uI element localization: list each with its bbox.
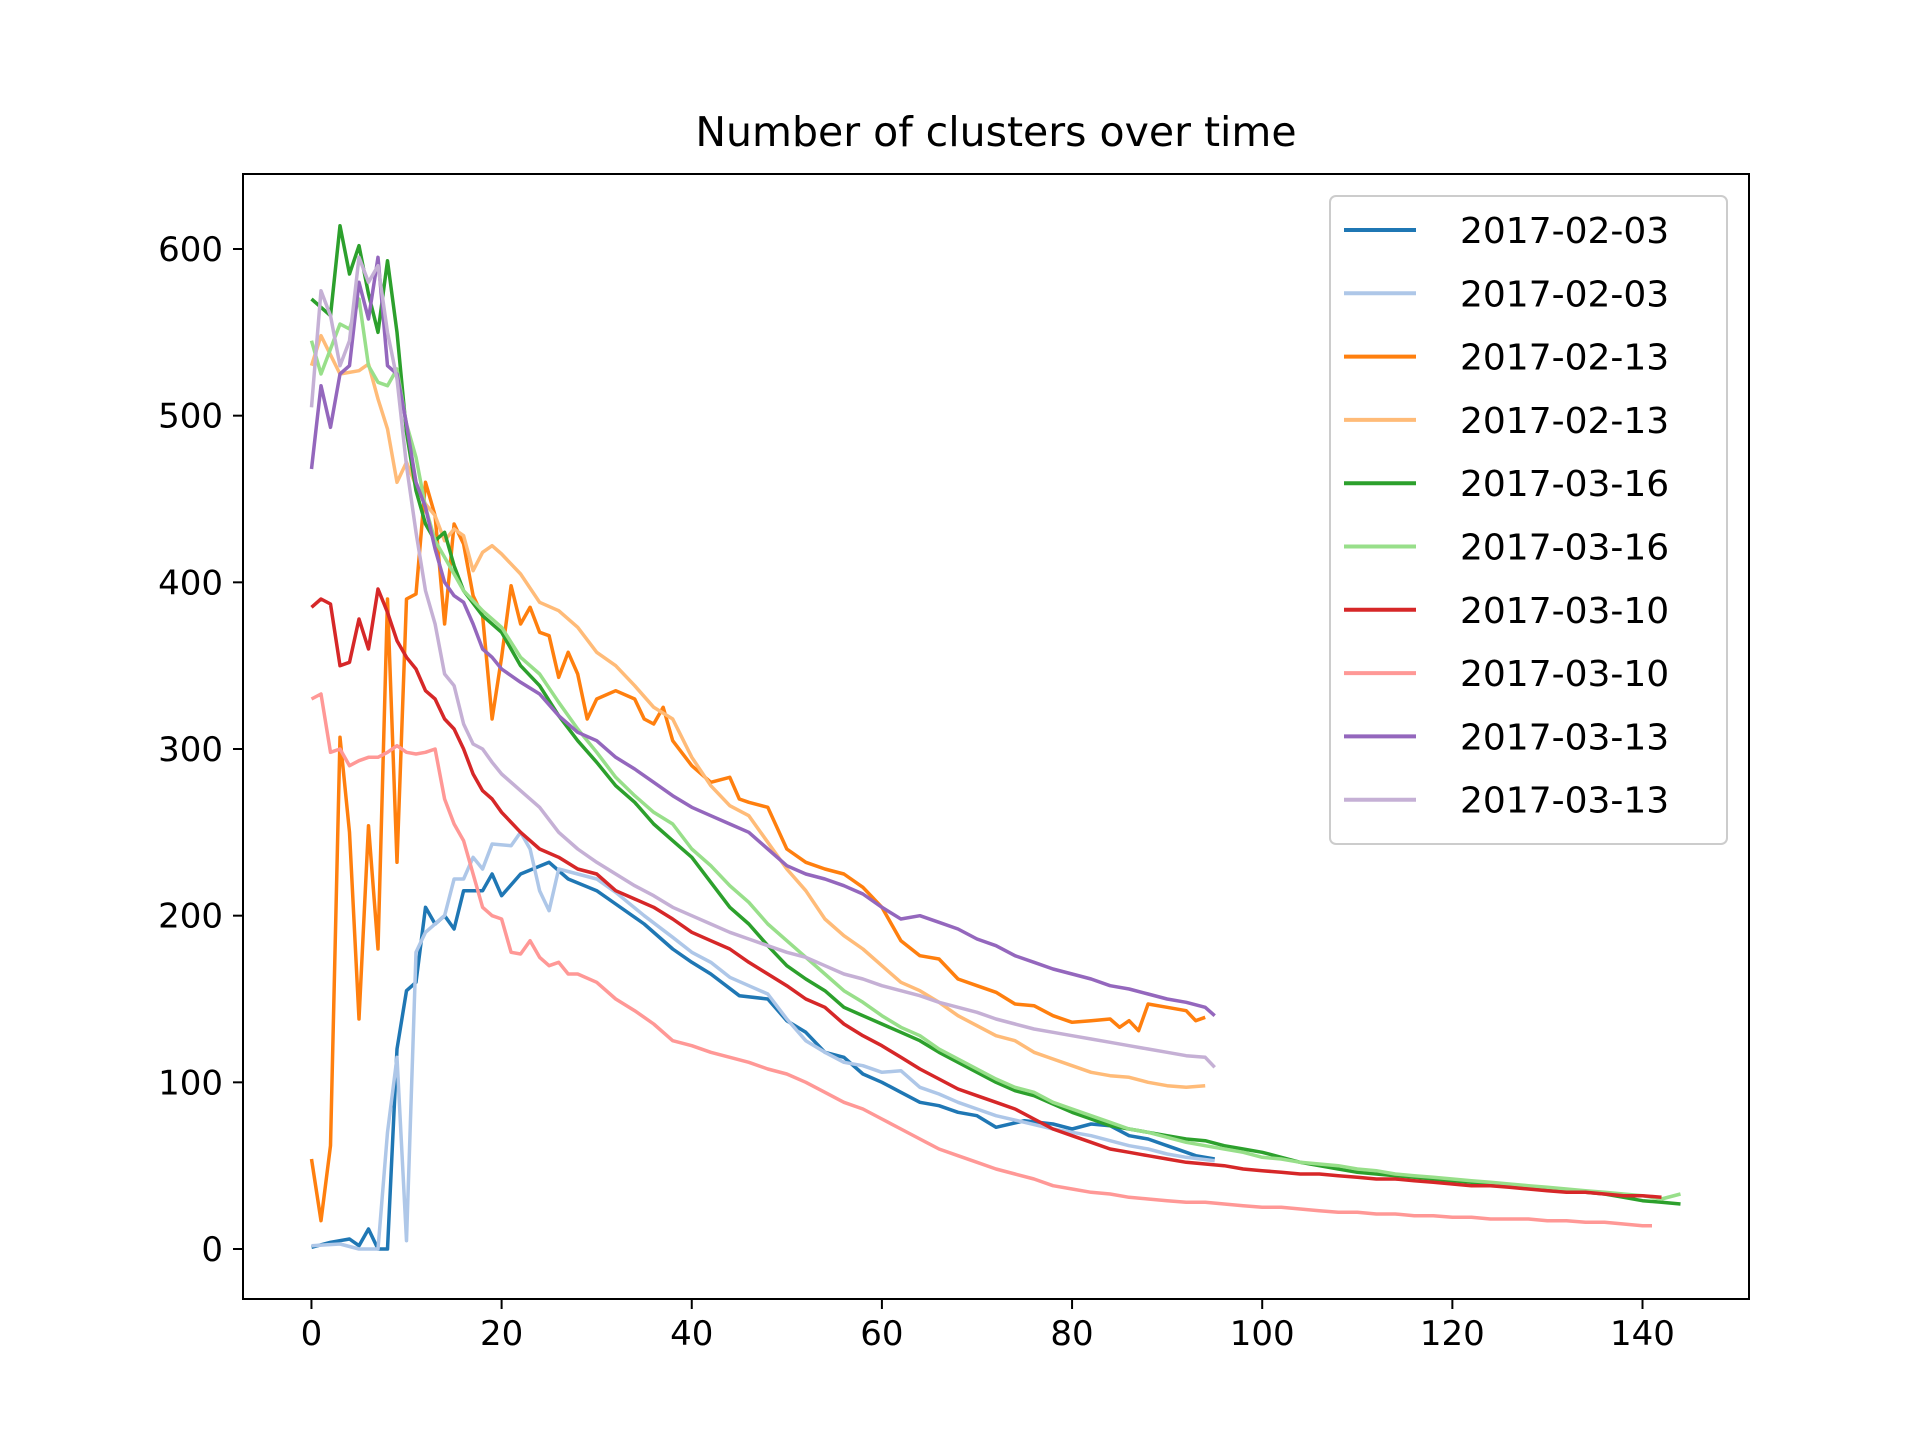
series-line-9 bbox=[309, 255, 1216, 1018]
y-tick-label: 400 bbox=[158, 563, 223, 603]
x-tick-label: 100 bbox=[1230, 1314, 1295, 1354]
legend-label: 2017-03-16 bbox=[1460, 464, 1669, 505]
x-tick-label: 40 bbox=[670, 1314, 713, 1354]
x-tick-label: 0 bbox=[301, 1314, 323, 1354]
series-line-8 bbox=[310, 692, 1652, 1228]
y-tick-label: 300 bbox=[158, 730, 223, 770]
x-tick-label: 20 bbox=[480, 1314, 523, 1354]
chart-title: Number of clusters over time bbox=[695, 108, 1296, 156]
series-line-7 bbox=[310, 587, 1662, 1200]
legend: 2017-02-03 2017-02-03 2017-02-13 2017-02-13… bbox=[1329, 195, 1728, 845]
x-axis: 0 20 40 60 80 100 120 140 bbox=[301, 1299, 1675, 1354]
y-tick-label: 500 bbox=[158, 397, 223, 437]
series-line-1 bbox=[311, 860, 1215, 1251]
legend-label: 2017-03-16 bbox=[1460, 528, 1669, 569]
legend-label: 2017-03-10 bbox=[1460, 591, 1669, 632]
x-tick-label: 80 bbox=[1050, 1314, 1093, 1354]
y-tick-label: 100 bbox=[158, 1063, 223, 1103]
series-line-10 bbox=[309, 255, 1216, 1069]
legend-box bbox=[1329, 195, 1728, 845]
legend-label: 2017-03-10 bbox=[1460, 654, 1669, 695]
x-tick-label: 140 bbox=[1610, 1314, 1675, 1354]
legend-label: 2017-03-13 bbox=[1460, 781, 1669, 822]
x-tick-label: 120 bbox=[1420, 1314, 1485, 1354]
y-axis: 0 100 200 300 400 500 600 bbox=[158, 230, 243, 1270]
y-tick-label: 0 bbox=[201, 1230, 223, 1270]
series-line-6 bbox=[309, 297, 1681, 1201]
legend-label: 2017-03-13 bbox=[1460, 717, 1669, 758]
plot-frame bbox=[242, 173, 1750, 1300]
legend-label: 2017-02-03 bbox=[1460, 274, 1669, 315]
y-tick-label: 200 bbox=[158, 897, 223, 937]
legend-label: 2017-02-03 bbox=[1460, 211, 1669, 252]
series-line-2 bbox=[311, 830, 1215, 1251]
legend-label: 2017-02-13 bbox=[1460, 401, 1669, 442]
series-layer bbox=[309, 223, 1681, 1251]
x-tick-label: 60 bbox=[860, 1314, 903, 1354]
y-tick-label: 600 bbox=[158, 230, 223, 270]
legend-label: 2017-02-13 bbox=[1460, 338, 1669, 379]
